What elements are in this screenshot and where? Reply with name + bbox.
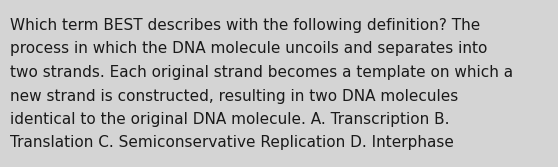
Text: Which term BEST describes with the following definition? The: Which term BEST describes with the follo… [10,18,480,33]
Text: new strand is constructed, resulting in two DNA molecules: new strand is constructed, resulting in … [10,89,458,104]
Text: Translation C. Semiconservative Replication D. Interphase: Translation C. Semiconservative Replicat… [10,135,454,150]
Text: identical to the original DNA molecule. A. Transcription B.: identical to the original DNA molecule. … [10,112,450,127]
Text: process in which the DNA molecule uncoils and separates into: process in which the DNA molecule uncoil… [10,42,487,56]
Text: two strands. Each original strand becomes a template on which a: two strands. Each original strand become… [10,65,513,80]
